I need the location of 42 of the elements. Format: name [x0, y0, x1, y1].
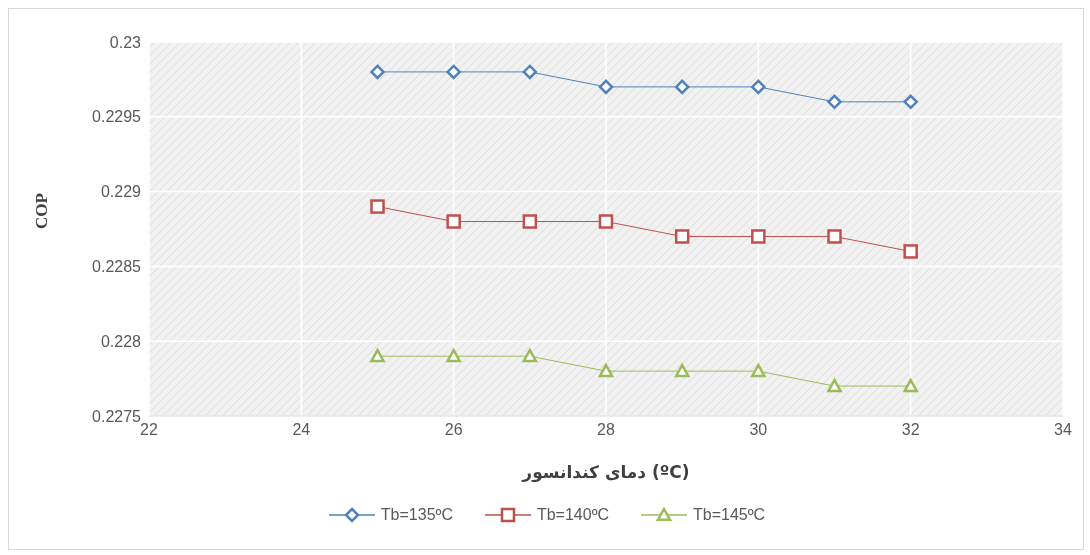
point — [751, 363, 766, 378]
point — [674, 229, 690, 244]
point — [598, 79, 614, 95]
x-tick-label: 30 — [749, 421, 768, 439]
legend-label: Tb=145ºC — [692, 506, 766, 524]
legend-label: Tb=140ºC — [535, 506, 610, 524]
x-tick-label: 28 — [597, 421, 615, 439]
point — [674, 79, 690, 95]
y-tick-label: 0.229 — [100, 183, 142, 201]
point — [751, 79, 766, 95]
point — [522, 214, 538, 229]
point — [522, 64, 538, 80]
point — [370, 199, 385, 214]
point — [903, 94, 918, 110]
point — [903, 378, 918, 393]
y-tick-label: 0.2275 — [92, 407, 142, 425]
x-tick-label: 24 — [292, 421, 311, 439]
x-tick-label: 34 — [1054, 421, 1072, 439]
point — [370, 348, 385, 363]
x-axis-title: دمای کندانسور (ºC) — [521, 462, 690, 483]
point — [522, 348, 538, 363]
y-tick-label: 0.2295 — [92, 108, 142, 126]
point — [446, 348, 461, 363]
point — [827, 94, 842, 110]
point — [446, 214, 461, 229]
legend-label: Tb=135ºC — [379, 506, 453, 524]
point — [598, 363, 614, 378]
y-tick-label: 0.2285 — [92, 258, 142, 276]
x-tick-label: 32 — [901, 421, 920, 439]
point — [827, 229, 842, 244]
y-axis-title: COP — [32, 193, 52, 229]
point — [446, 64, 461, 80]
y-tick-label: 0.228 — [100, 332, 142, 350]
x-tick-label: 26 — [444, 421, 463, 439]
point — [370, 64, 385, 80]
point — [674, 363, 690, 378]
point — [903, 244, 918, 259]
y-tick-label: 0.23 — [109, 33, 142, 51]
point — [598, 214, 614, 229]
point — [751, 229, 766, 244]
point — [827, 378, 842, 393]
x-tick-label: 22 — [140, 421, 158, 439]
